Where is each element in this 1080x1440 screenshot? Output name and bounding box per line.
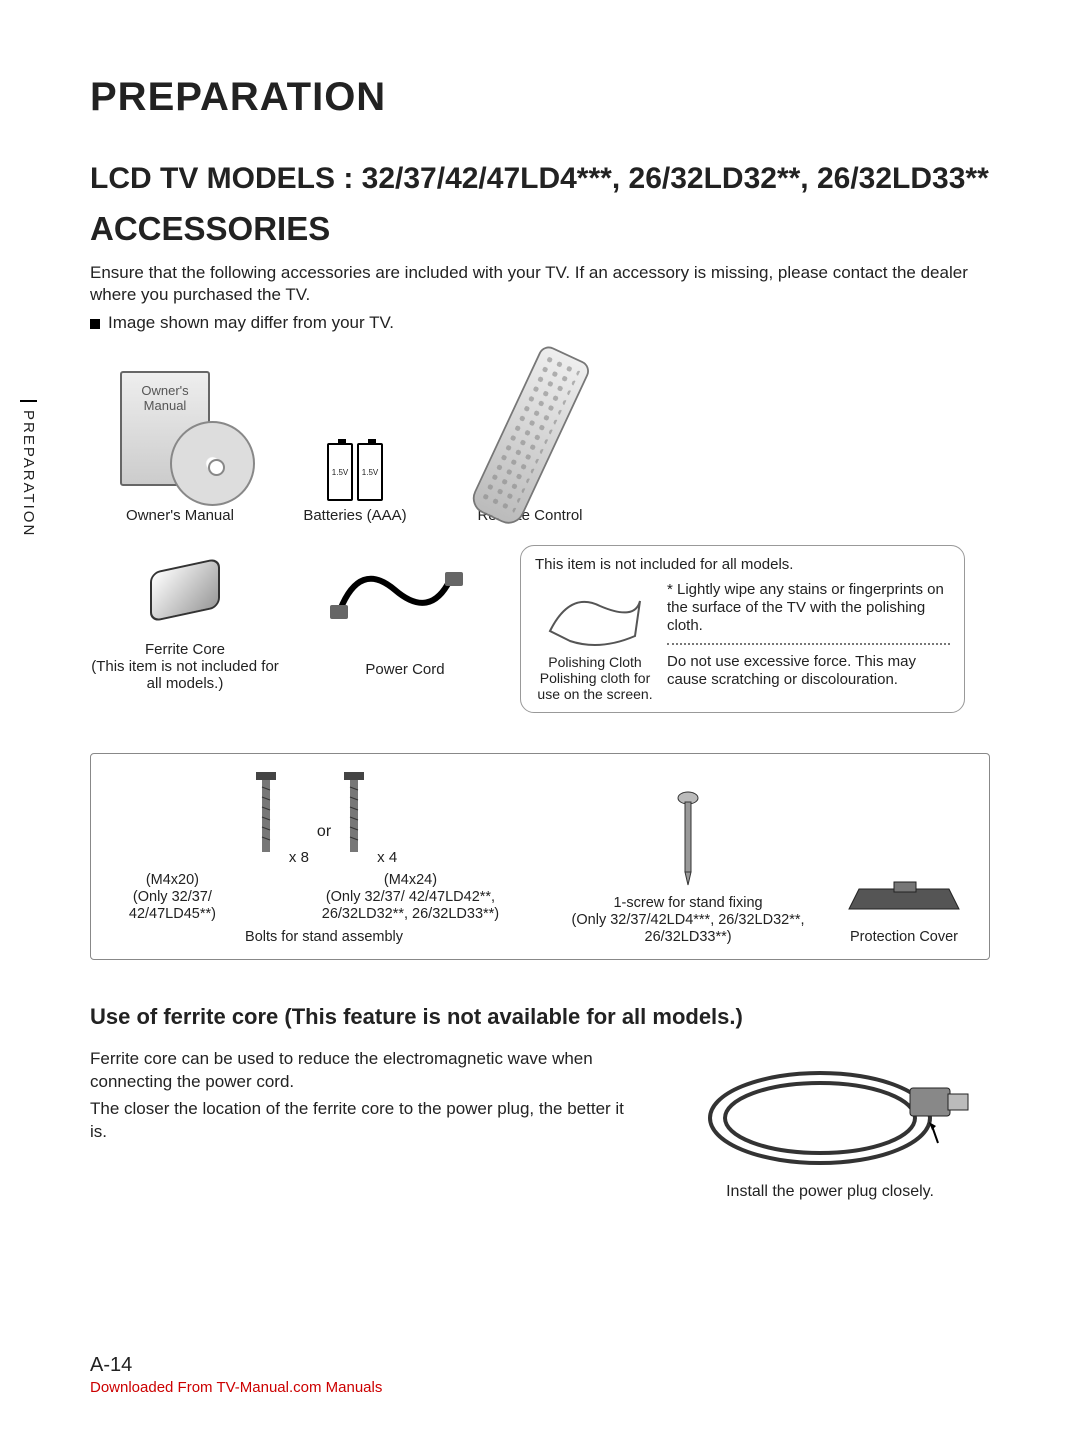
- remote-item: Remote Control: [440, 351, 620, 524]
- hardware-box: x 8 or x 4 (M4x20) (Only 32/37/ 42/47LD4…: [90, 753, 990, 960]
- side-tab: PREPARATION: [20, 400, 37, 537]
- powercord-label: Power Cord: [320, 661, 490, 678]
- cloth-sub: Polishing cloth for use on the screen.: [535, 670, 655, 702]
- qty-8: x 8: [289, 849, 309, 866]
- bolt-icon: [339, 772, 369, 867]
- intro-text: Ensure that the following accessories ar…: [90, 262, 990, 308]
- ferrite-p1: Ferrite core can be used to reduce the e…: [90, 1048, 640, 1094]
- powercord-item: Power Cord: [320, 545, 490, 693]
- accessories-row1: Owner's Manual Owner's Manual 1.5V 1.5V …: [90, 351, 990, 524]
- bolts-group: x 8 or x 4 (M4x20) (Only 32/37/ 42/47LD4…: [111, 772, 537, 945]
- batteries-item: 1.5V 1.5V Batteries (AAA): [300, 351, 410, 524]
- page-title: PREPARATION: [90, 75, 990, 120]
- bolt2-spec: (M4x24): [284, 872, 537, 889]
- cloth-icon: [540, 581, 650, 651]
- footer: A-14 Downloaded From TV-Manual.com Manua…: [90, 1354, 382, 1396]
- ferrite-icon: [150, 557, 220, 622]
- battery-icon: 1.5V: [357, 443, 383, 501]
- cover-label: Protection Cover: [839, 929, 969, 946]
- battery-icon: 1.5V: [327, 443, 353, 501]
- bolt1-models: (Only 32/37/ 42/47LD45**): [111, 889, 234, 922]
- bolt-icon: [251, 772, 281, 867]
- owners-manual-label: Owner's Manual: [90, 507, 270, 524]
- ferrite-section-heading: Use of ferrite core (This feature is not…: [90, 1004, 990, 1030]
- powercord-icon: [320, 545, 470, 655]
- ferrite-section: Ferrite core can be used to reduce the e…: [90, 1048, 990, 1201]
- screw-caption: 1-screw for stand fixing: [567, 895, 809, 912]
- cloth-tip2: Do not use excessive force. This may cau…: [667, 653, 950, 689]
- ferrite-diagram-icon: [680, 1048, 980, 1178]
- or-label: or: [317, 823, 331, 866]
- screw-group: 1-screw for stand fixing (Only 32/37/42L…: [567, 790, 809, 945]
- cloth-header: This item is not included for all models…: [535, 556, 950, 573]
- ferrite-item: Ferrite Core (This item is not included …: [90, 545, 280, 693]
- ferrite-p2: The closer the location of the ferrite c…: [90, 1098, 640, 1144]
- owners-manual-item: Owner's Manual Owner's Manual: [90, 351, 270, 524]
- screw-models: (Only 32/37/42LD4***, 26/32LD32**, 26/32…: [567, 912, 809, 945]
- remote-icon: [467, 343, 592, 529]
- cloth-name: Polishing Cloth: [535, 654, 655, 670]
- download-source: Downloaded From TV-Manual.com Manuals: [90, 1379, 382, 1396]
- accessories-row2: Ferrite Core (This item is not included …: [90, 545, 990, 713]
- accessories-heading: ACCESSORIES: [90, 210, 990, 248]
- bolt1-spec: (M4x20): [111, 872, 234, 889]
- bullet-icon: [90, 319, 100, 329]
- bolts-caption: Bolts for stand assembly: [111, 929, 537, 946]
- ferrite-label: Ferrite Core: [90, 641, 280, 658]
- cover-group: Protection Cover: [839, 874, 969, 945]
- page-number: A-14: [90, 1354, 132, 1376]
- cover-icon: [839, 874, 969, 929]
- screw-icon: [567, 790, 809, 895]
- ferrite-caption: Install the power plug closely.: [670, 1183, 990, 1201]
- cloth-tip1: * Lightly wipe any stains or fingerprint…: [667, 581, 950, 635]
- divider: [667, 643, 950, 645]
- qty-4: x 4: [377, 849, 397, 866]
- ferrite-note: (This item is not included for all model…: [90, 658, 280, 693]
- remote-label: Remote Control: [440, 507, 620, 524]
- image-note: Image shown may differ from your TV.: [90, 313, 990, 333]
- disc-icon: [170, 421, 255, 506]
- polishing-cloth-box: This item is not included for all models…: [520, 545, 965, 713]
- bolt2-models: (Only 32/37/ 42/47LD42**, 26/32LD32**, 2…: [284, 889, 537, 922]
- batteries-label: Batteries (AAA): [300, 507, 410, 524]
- models-heading: LCD TV MODELS : 32/37/42/47LD4***, 26/32…: [90, 160, 990, 198]
